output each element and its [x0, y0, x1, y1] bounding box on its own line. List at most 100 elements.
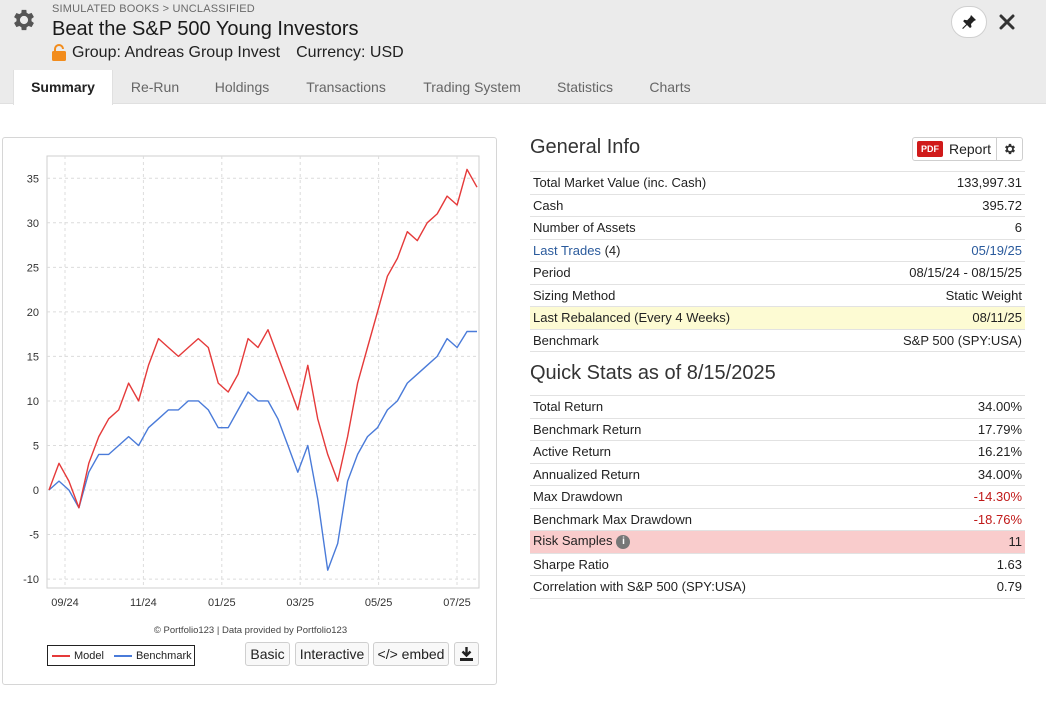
- table-row: Number of Assets 6: [530, 216, 1025, 239]
- y-tick-label: 10: [27, 396, 39, 408]
- table-row: Total Market Value (inc. Cash) 133,997.3…: [530, 171, 1025, 194]
- tab-re-run[interactable]: Re-Run: [130, 79, 180, 95]
- interactive-button[interactable]: Interactive: [295, 642, 369, 666]
- quick-stats-title: Quick Stats as of 8/15/2025: [530, 362, 776, 384]
- chart-legend[interactable]: Model Benchmark: [47, 645, 195, 666]
- tab-summary[interactable]: Summary: [13, 70, 113, 105]
- y-tick-label: 25: [27, 262, 39, 274]
- table-row: Period 08/15/24 - 08/15/25: [530, 261, 1025, 284]
- plot-area: [46, 155, 480, 589]
- row-value: 34.00%: [926, 462, 1025, 486]
- legend-benchmark-swatch: [113, 654, 132, 657]
- row-value: 0.79: [926, 575, 1025, 599]
- row-label: Correlation with S&P 500 (SPY:USA): [530, 575, 927, 599]
- download-icon: [460, 647, 473, 661]
- chart-credit: © Portfolio123 | Data provided by Portfo…: [153, 625, 348, 636]
- download-button[interactable]: [454, 642, 479, 666]
- legend-model-label: Model: [74, 649, 104, 662]
- table-row: Correlation with S&P 500 (SPY:USA) 0.79: [530, 575, 1025, 599]
- row-label: Risk Samples: [533, 533, 613, 549]
- table-row: Total Return 34.00%: [530, 395, 1025, 418]
- row-label: Period: [530, 261, 837, 284]
- pin-icon: [962, 15, 976, 29]
- table-row: Active Return 16.21%: [530, 440, 1025, 463]
- report-controls: PDF Report: [912, 137, 1024, 161]
- x-tick-label: 01/25: [208, 597, 236, 609]
- report-button[interactable]: PDF Report: [912, 137, 998, 161]
- tab-transactions[interactable]: Transactions: [306, 79, 386, 95]
- row-label: Total Return: [530, 395, 927, 418]
- basic-button[interactable]: Basic: [245, 642, 290, 666]
- breadcrumb: SIMULATED BOOKS > UNCLASSIFIED: [52, 3, 255, 15]
- row-value: 1.63: [926, 552, 1025, 576]
- tab-holdings[interactable]: Holdings: [214, 79, 270, 95]
- row-label: Last Rebalanced (Every 4 Weeks): [530, 306, 837, 329]
- report-settings-button[interactable]: [997, 137, 1024, 161]
- row-value: -18.76%: [926, 507, 1025, 531]
- row-value: 34.00%: [926, 395, 1025, 418]
- y-tick-label: 20: [27, 307, 39, 319]
- series-line-benchmark: [48, 330, 477, 571]
- table-row: Max Drawdown -14.30%: [530, 485, 1025, 508]
- general-info-table: Total Market Value (inc. Cash) 133,997.3…: [530, 171, 1025, 352]
- row-value: 133,997.31: [836, 171, 1025, 194]
- row-label: Annualized Return: [530, 462, 927, 486]
- quick-stats-table: Total Return 34.00% Benchmark Return 17.…: [530, 395, 1025, 599]
- row-value: Static Weight: [836, 283, 1025, 307]
- y-tick-label: -5: [29, 530, 39, 542]
- table-row: Sizing Method Static Weight: [530, 283, 1025, 307]
- tab-statistics[interactable]: Statistics: [556, 79, 613, 95]
- row-label: Active Return: [530, 440, 927, 463]
- unlock-icon: [52, 43, 66, 61]
- group-label: Group: Andreas Group Invest: [72, 44, 281, 61]
- y-tick-label: 35: [27, 173, 39, 185]
- general-info-title: General Info: [530, 136, 641, 158]
- pin-button[interactable]: [951, 6, 987, 38]
- y-tick-label: 5: [33, 440, 39, 452]
- x-tick-label: 09/24: [51, 597, 79, 609]
- legend-model-swatch: [52, 654, 70, 657]
- header-bar: SIMULATED BOOKS > UNCLASSIFIED Beat the …: [0, 0, 1046, 70]
- performance-chart-panel: -10 -5 0 5 10 15 20 25 30 35 09/24 11/24 01/25 03/25 0…: [2, 137, 497, 685]
- table-row-highlighted: Last Rebalanced (Every 4 Weeks) 08/11/25: [530, 306, 1025, 329]
- x-tick-label: 03/25: [286, 597, 314, 609]
- close-icon: [999, 14, 1015, 30]
- table-row: Benchmark Return 17.79%: [530, 417, 1025, 441]
- y-tick-label: 15: [27, 351, 39, 363]
- row-label: Number of Assets: [530, 216, 837, 239]
- table-row: Annualized Return 34.00%: [530, 462, 1025, 486]
- info-icon[interactable]: i: [616, 535, 631, 550]
- last-trades-count: (4): [604, 242, 621, 258]
- x-tick-label: 05/25: [365, 597, 393, 609]
- last-trades-date-link[interactable]: 05/19/25: [971, 242, 1022, 258]
- row-label: Benchmark Max Drawdown: [530, 507, 927, 531]
- last-trades-link[interactable]: Last Trades: [533, 242, 601, 258]
- row-value: 11: [926, 530, 1025, 553]
- row-value: 08/11/25: [836, 306, 1025, 329]
- x-tick-label: 11/24: [130, 597, 157, 609]
- table-row-highlighted: Risk Samples i 11: [530, 530, 1025, 553]
- row-label: Sharpe Ratio: [530, 552, 927, 576]
- row-label: Cash: [530, 193, 837, 217]
- book-meta: Group: Andreas Group Invest Currency: US…: [52, 43, 404, 62]
- row-value: 395.72: [836, 193, 1025, 217]
- tab-trading-system[interactable]: Trading System: [423, 79, 521, 95]
- row-value: 6: [836, 216, 1025, 239]
- row-label: Sizing Method: [530, 283, 837, 307]
- gear-icon[interactable]: [10, 6, 38, 34]
- legend-benchmark-label: Benchmark: [135, 649, 192, 662]
- embed-button[interactable]: </> embed: [373, 642, 449, 666]
- row-label: Max Drawdown: [530, 485, 927, 508]
- y-tick-label: -10: [23, 574, 39, 586]
- tab-charts[interactable]: Charts: [649, 79, 691, 95]
- y-tick-label: 0: [33, 485, 39, 497]
- performance-chart[interactable]: -10 -5 0 5 10 15 20 25 30 35 09/24 11/24 01/25 03/25 0…: [3, 138, 498, 618]
- series-line-model: [48, 168, 478, 509]
- row-value: -14.30%: [926, 485, 1025, 508]
- page-title: Beat the S&P 500 Young Investors: [52, 18, 359, 40]
- close-button[interactable]: [995, 10, 1019, 34]
- row-label: Benchmark Return: [530, 417, 927, 441]
- row-value: 08/15/24 - 08/15/25: [836, 261, 1025, 284]
- row-label: Benchmark: [530, 328, 837, 352]
- x-tick-label: 07/25: [443, 597, 471, 609]
